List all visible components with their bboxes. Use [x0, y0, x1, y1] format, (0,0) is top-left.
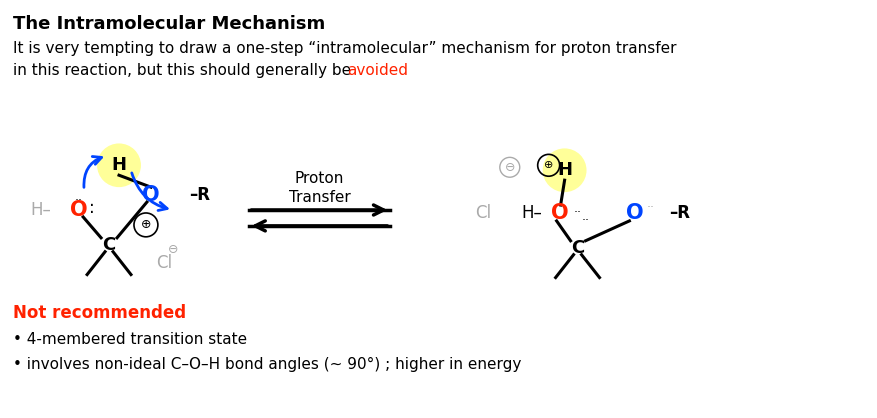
Text: Proton
Transfer: Proton Transfer [289, 171, 350, 205]
Text: ..: .. [645, 196, 653, 209]
Text: C: C [570, 239, 583, 257]
Text: • 4-membered transition state: • 4-membered transition state [13, 332, 247, 347]
Text: ..: .. [581, 210, 588, 224]
Text: The Intramolecular Mechanism: The Intramolecular Mechanism [13, 15, 325, 33]
Text: –R: –R [668, 204, 689, 222]
Text: Cl: Cl [474, 204, 490, 222]
Text: H: H [557, 161, 572, 179]
Text: H–: H– [31, 201, 52, 219]
Text: ⊕: ⊕ [544, 160, 553, 170]
Ellipse shape [97, 143, 141, 187]
Text: :: : [89, 199, 95, 217]
Ellipse shape [542, 148, 586, 192]
Text: ⊖: ⊖ [504, 161, 515, 174]
Text: Not recommended: Not recommended [13, 304, 186, 322]
Text: H–: H– [521, 204, 541, 222]
Text: It is very tempting to draw a one-step “intramolecular” mechanism for proton tra: It is very tempting to draw a one-step “… [13, 41, 676, 56]
Text: • involves non-ideal C–O–H bond angles (∼ 90°) ; higher in energy: • involves non-ideal C–O–H bond angles (… [13, 357, 521, 372]
Text: H: H [111, 156, 126, 174]
Text: in this reaction, but this should generally be: in this reaction, but this should genera… [13, 63, 356, 78]
Text: O: O [624, 203, 643, 223]
Text: ..: .. [573, 202, 581, 216]
Text: O: O [70, 200, 88, 220]
Text: O: O [142, 185, 160, 205]
Text: ⊖: ⊖ [168, 243, 178, 256]
Text: avoided: avoided [347, 63, 408, 78]
Text: O: O [550, 203, 567, 223]
Text: –R: –R [189, 186, 210, 204]
Text: ..: .. [74, 190, 82, 203]
Text: C: C [103, 236, 116, 254]
Text: Cl: Cl [156, 254, 172, 272]
Text: ⊕: ⊕ [140, 218, 151, 232]
